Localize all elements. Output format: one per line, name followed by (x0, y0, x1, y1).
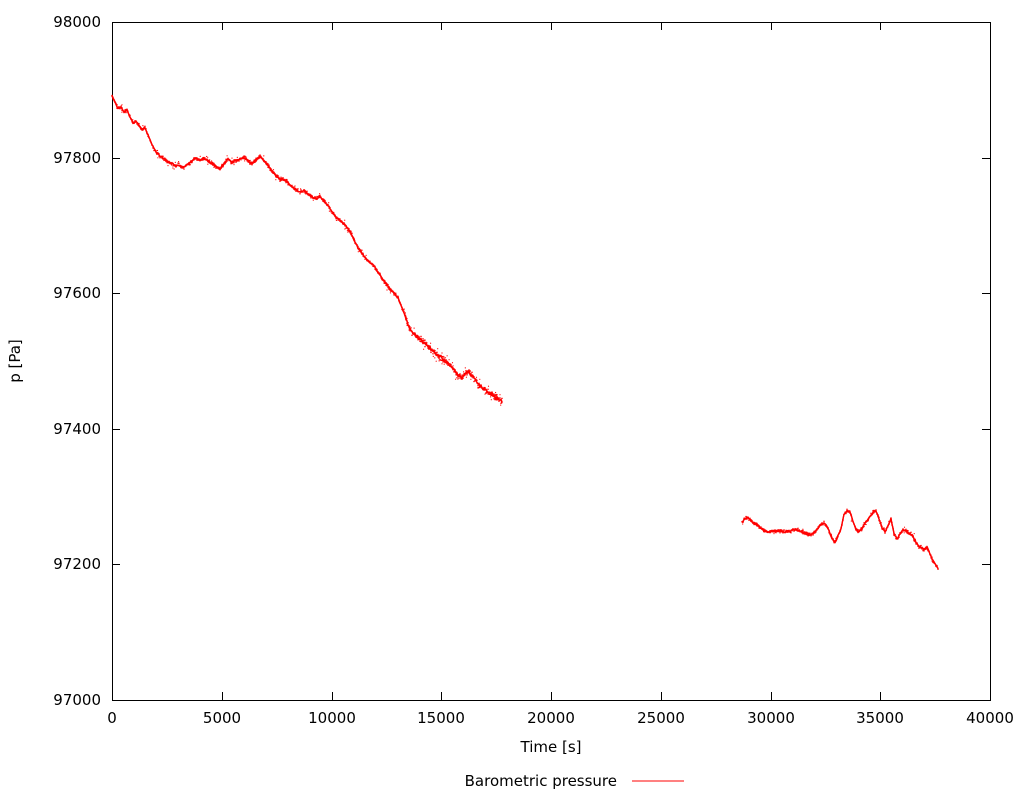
x-tick-label: 40000 (966, 709, 1014, 727)
x-axis-title: Time [s] (520, 738, 582, 756)
x-tick-label: 35000 (856, 709, 904, 727)
y-tick-label: 97000 (53, 691, 101, 709)
y-axis-title: p [Pa] (6, 339, 24, 383)
x-tick-label: 15000 (417, 709, 465, 727)
legend-label: Barometric pressure (465, 772, 617, 790)
x-tick-label: 30000 (747, 709, 795, 727)
data-points-scatter (120, 104, 502, 406)
x-tick-label: 25000 (637, 709, 685, 727)
x-tick-label: 20000 (527, 709, 575, 727)
data-band-core (741, 509, 939, 569)
legend: Barometric pressure (465, 772, 684, 790)
y-tick-label: 97400 (53, 420, 101, 438)
x-tick-label: 0 (107, 709, 117, 727)
x-tick-label: 5000 (203, 709, 241, 727)
series-barometric-pressure (111, 94, 939, 570)
y-tick-label: 97600 (53, 284, 101, 302)
data-points (741, 508, 939, 570)
x-axis: 0 5000 10000 15000 20000 25000 30000 35000 40000 (107, 22, 1014, 727)
plot-border (112, 22, 991, 701)
y-tick-label: 98000 (53, 13, 101, 31)
data-points-scatter (742, 510, 933, 563)
y-axis: 97000 97200 97400 97600 97800 98000 (53, 13, 990, 709)
x-tick-label: 10000 (308, 709, 356, 727)
data-points (111, 94, 503, 405)
data-band-core (111, 96, 503, 402)
y-tick-label: 97800 (53, 149, 101, 167)
y-tick-label: 97200 (53, 555, 101, 573)
data-band-core (741, 509, 939, 569)
